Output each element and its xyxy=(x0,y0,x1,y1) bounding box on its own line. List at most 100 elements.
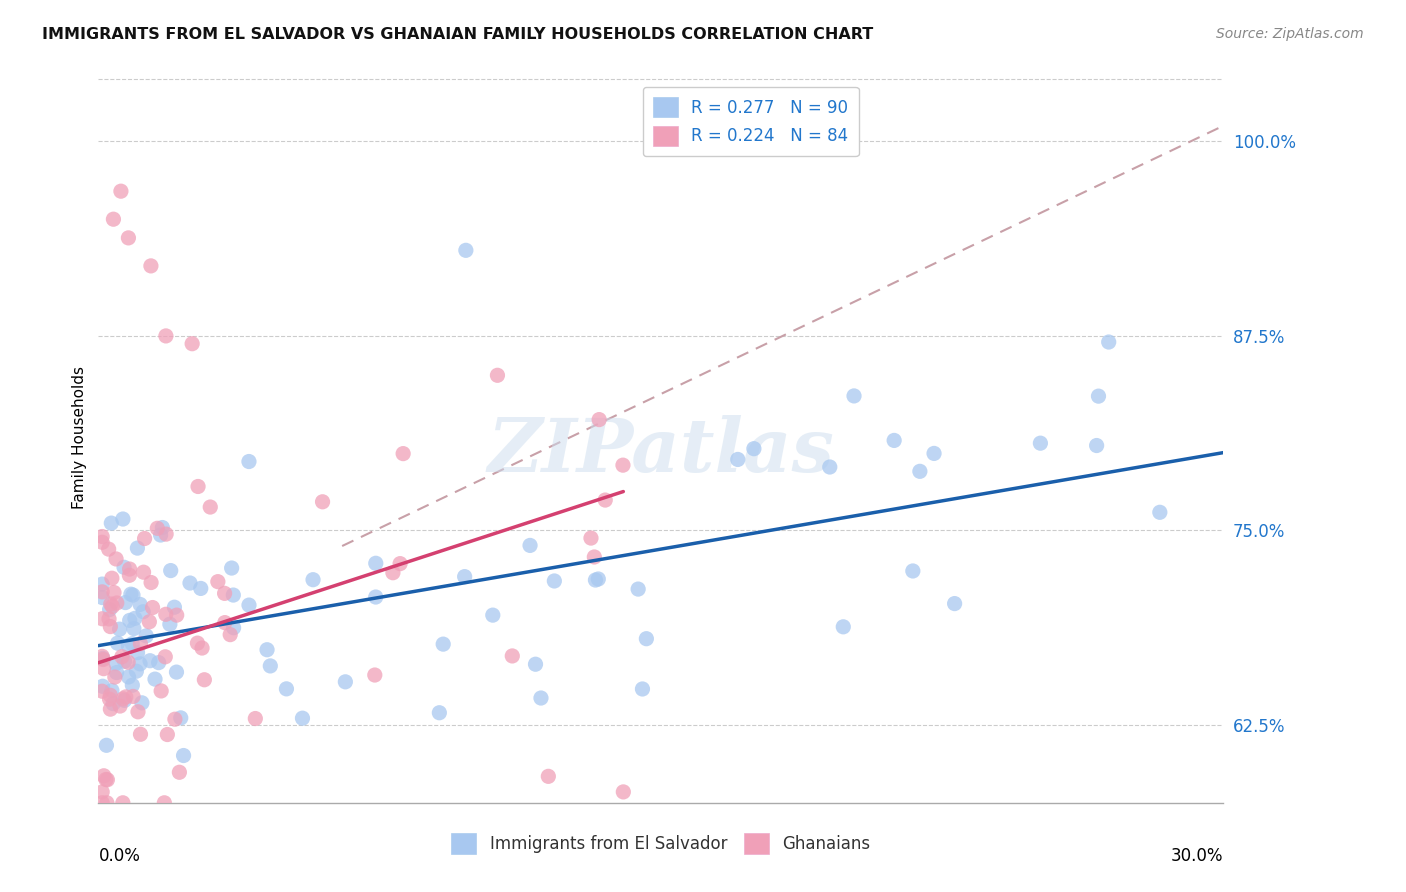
Point xyxy=(114,654,136,668)
Point xyxy=(118,568,141,582)
Point xyxy=(245,712,267,726)
Point xyxy=(1098,334,1121,349)
Point xyxy=(727,452,749,467)
Point xyxy=(150,684,173,698)
Point xyxy=(91,577,114,591)
Point xyxy=(149,528,172,542)
Text: Source: ZipAtlas.com: Source: ZipAtlas.com xyxy=(1216,27,1364,41)
Point xyxy=(131,696,153,710)
Point xyxy=(453,569,475,583)
Point xyxy=(166,665,188,679)
Point xyxy=(588,412,610,426)
Point xyxy=(486,368,509,383)
Point xyxy=(818,460,841,475)
Point xyxy=(91,529,114,543)
Point xyxy=(127,705,149,719)
Point xyxy=(103,585,125,599)
Point xyxy=(219,627,242,641)
Point xyxy=(173,748,195,763)
Point xyxy=(222,588,245,602)
Point xyxy=(105,665,128,680)
Point xyxy=(114,693,136,707)
Point xyxy=(519,538,541,552)
Legend: Immigrants from El Salvador, Ghanaians: Immigrants from El Salvador, Ghanaians xyxy=(444,827,877,860)
Point xyxy=(139,654,162,668)
Point xyxy=(636,632,658,646)
Point xyxy=(132,605,155,619)
Point xyxy=(96,796,118,810)
Point xyxy=(122,622,145,636)
Point xyxy=(98,619,121,633)
Point xyxy=(91,679,114,693)
Point xyxy=(593,493,616,508)
Point xyxy=(524,657,547,672)
Point xyxy=(501,648,523,663)
Point xyxy=(155,527,177,541)
Point xyxy=(222,621,245,635)
Point xyxy=(129,598,152,612)
Text: 0.0%: 0.0% xyxy=(98,847,141,864)
Point xyxy=(117,670,139,684)
Point xyxy=(105,552,128,566)
Point xyxy=(588,572,610,586)
Point xyxy=(100,702,122,716)
Point xyxy=(111,512,134,526)
Point xyxy=(908,464,931,478)
Point xyxy=(163,712,186,726)
Point xyxy=(214,615,236,630)
Point xyxy=(146,521,169,535)
Point xyxy=(105,657,128,671)
Point xyxy=(432,637,454,651)
Point xyxy=(112,560,135,574)
Point xyxy=(138,615,160,629)
Point xyxy=(156,727,179,741)
Point xyxy=(1085,438,1108,452)
Point xyxy=(143,672,166,686)
Point xyxy=(114,596,136,610)
Point xyxy=(98,688,121,702)
Point xyxy=(91,684,114,698)
Point xyxy=(108,699,131,714)
Point xyxy=(221,561,243,575)
Point xyxy=(238,454,260,468)
Point xyxy=(1029,436,1052,450)
Point xyxy=(159,564,181,578)
Point xyxy=(121,678,143,692)
Point xyxy=(118,614,141,628)
Point xyxy=(454,244,477,258)
Point xyxy=(101,599,124,614)
Point xyxy=(148,656,170,670)
Point xyxy=(132,565,155,579)
Point xyxy=(883,434,905,448)
Point xyxy=(112,691,135,706)
Point xyxy=(537,769,560,783)
Point xyxy=(111,649,134,664)
Point xyxy=(139,259,162,273)
Point xyxy=(122,588,145,602)
Point xyxy=(155,329,177,343)
Point xyxy=(98,602,121,616)
Point xyxy=(181,336,204,351)
Point xyxy=(107,636,129,650)
Point xyxy=(117,639,139,653)
Point xyxy=(427,706,450,720)
Point xyxy=(170,711,193,725)
Point xyxy=(101,697,124,711)
Point xyxy=(238,598,260,612)
Point xyxy=(111,796,134,810)
Point xyxy=(135,629,157,643)
Point xyxy=(191,640,214,655)
Point xyxy=(93,662,115,676)
Point xyxy=(742,442,765,456)
Point xyxy=(108,622,131,636)
Point xyxy=(200,500,222,514)
Point xyxy=(118,562,141,576)
Point xyxy=(364,590,387,604)
Point xyxy=(311,495,333,509)
Point xyxy=(91,652,114,666)
Point xyxy=(103,212,125,227)
Point xyxy=(842,389,865,403)
Point xyxy=(832,620,855,634)
Point xyxy=(259,659,281,673)
Point xyxy=(134,532,156,546)
